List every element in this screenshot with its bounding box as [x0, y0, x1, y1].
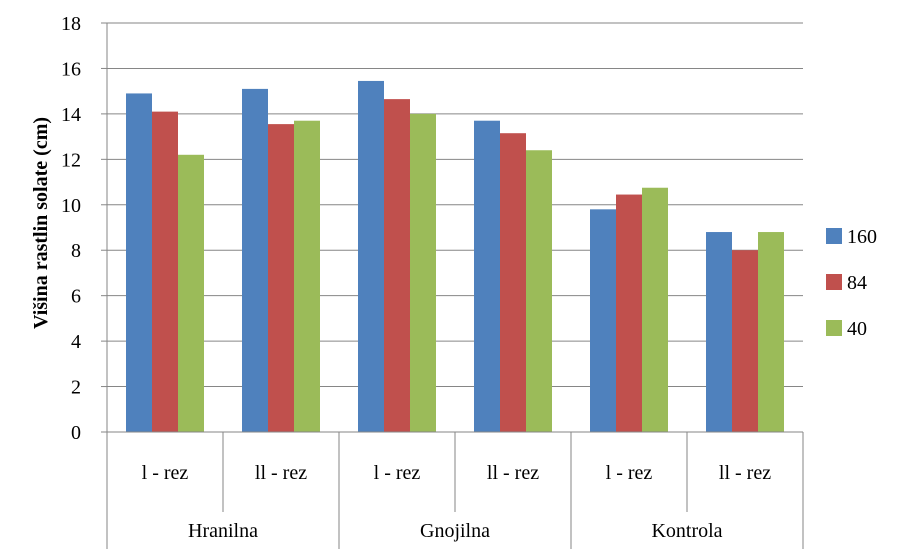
y-tick-label: 2	[71, 377, 81, 399]
bar-40-5	[758, 232, 784, 432]
y-tick-label: 14	[61, 104, 81, 126]
legend: 160 84 40	[826, 226, 877, 340]
bar-40-1	[294, 120, 320, 432]
x-category-label: l - rez	[606, 462, 653, 484]
bar-84-3	[500, 133, 526, 433]
axes	[101, 22, 804, 549]
legend-swatch-40	[826, 320, 842, 336]
x-category-label: ll - rez	[255, 462, 307, 484]
legend-label: 40	[847, 318, 867, 340]
bar-40-4	[642, 187, 668, 432]
bar-40-0	[178, 154, 204, 433]
legend-label: 84	[847, 272, 867, 294]
y-tick-label: 4	[71, 331, 81, 353]
bar-160-0	[126, 93, 152, 432]
bars	[126, 80, 784, 433]
y-tick-label: 12	[61, 149, 81, 171]
y-axis-label: Višina rastlin solate (cm)	[30, 117, 52, 329]
y-tick-label: 10	[61, 195, 81, 217]
bar-84-4	[616, 194, 642, 432]
y-tick-label: 0	[71, 422, 81, 444]
bar-84-0	[152, 111, 178, 432]
x-category-label: l - rez	[374, 462, 421, 484]
bar-84-1	[268, 124, 294, 432]
bar-160-3	[474, 120, 500, 432]
x-category-label: ll - rez	[487, 462, 539, 484]
x-group-label: Kontrola	[651, 520, 722, 542]
bar-40-2	[410, 113, 436, 432]
x-category-labels: l - rez ll - rez l - rez ll - rez l - rez ll …	[142, 462, 772, 542]
gridlines	[107, 22, 803, 388]
bar-40-3	[526, 150, 552, 432]
y-tick-label: 8	[71, 240, 81, 262]
y-tick-label: 6	[71, 286, 81, 308]
bar-160-4	[590, 209, 616, 432]
bar-160-1	[242, 88, 268, 433]
y-tick-label: 16	[61, 58, 81, 80]
x-group-label: Gnojilna	[420, 520, 490, 542]
legend-swatch-84	[826, 274, 842, 290]
bar-160-2	[358, 80, 384, 433]
legend-swatch-160	[826, 228, 842, 244]
x-category-label: ll - rez	[719, 462, 771, 484]
x-category-label: l - rez	[142, 462, 189, 484]
bar-160-5	[706, 232, 732, 432]
bar-84-2	[384, 99, 410, 432]
x-group-label: Hranilna	[188, 520, 258, 542]
y-tick-label: 18	[61, 13, 81, 35]
y-tick-labels: 0 2 4 6 8 10 12 14 16 18	[61, 13, 81, 444]
bar-84-5	[732, 250, 758, 432]
legend-label: 160	[847, 226, 877, 248]
